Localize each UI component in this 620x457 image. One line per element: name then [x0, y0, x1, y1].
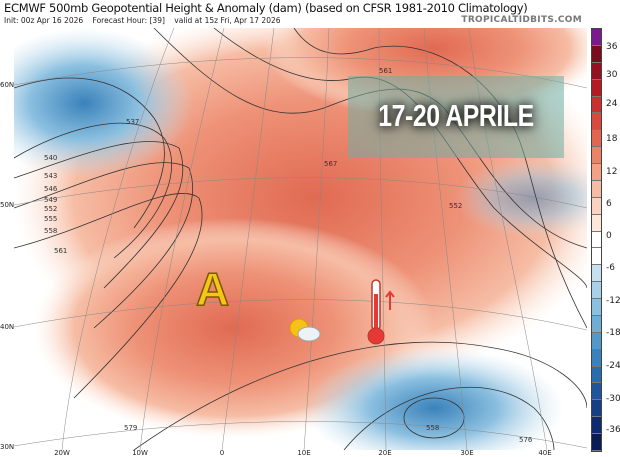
colorbar-segment — [592, 29, 601, 46]
colorbar-segment — [592, 315, 601, 333]
lat-label: 50N — [0, 201, 15, 209]
svg-text:549: 549 — [44, 196, 57, 204]
colorbar-segment — [592, 248, 601, 266]
colorbar-segment — [592, 231, 601, 249]
colorbar-segment — [592, 417, 601, 434]
lon-label: 10E — [297, 449, 311, 457]
lon-label: 20E — [378, 449, 392, 457]
colorbar-segment — [592, 62, 601, 80]
svg-text:561: 561 — [54, 247, 67, 255]
high-pressure-label: A — [195, 262, 230, 316]
svg-text:555: 555 — [44, 215, 57, 223]
svg-text:540: 540 — [44, 154, 57, 162]
colorbar-segment — [592, 214, 601, 232]
svg-text:561: 561 — [379, 67, 392, 75]
colorbar-segment — [592, 265, 601, 283]
svg-text:579: 579 — [124, 424, 137, 432]
lat-label: 40N — [0, 323, 15, 331]
svg-text:552: 552 — [449, 202, 462, 210]
colorbar-segment — [592, 164, 601, 181]
colorbar-segment — [592, 96, 601, 114]
lat-label: 30N — [0, 443, 15, 451]
map-subtitle: Init: 00z Apr 16 2026 Forecast Hour: [39… — [4, 16, 288, 25]
banner-text: 17-20 APRILE — [378, 98, 534, 133]
colorbar-segment — [592, 400, 601, 418]
svg-text:552: 552 — [44, 205, 57, 213]
lon-label: 30E — [460, 449, 474, 457]
init-time: Init: 00z Apr 16 2026 — [4, 16, 84, 25]
svg-text:546: 546 — [44, 185, 58, 193]
colorbar-segment — [592, 332, 601, 350]
svg-text:567: 567 — [324, 160, 337, 168]
forecast-hour: Forecast Hour: [39] — [92, 16, 165, 25]
lon-label: 0 — [219, 449, 225, 457]
colorbar-segment — [592, 434, 601, 451]
thermometer-hot-icon — [367, 279, 395, 345]
colorbar-segment — [592, 383, 601, 401]
colorbar-segment — [592, 45, 601, 63]
colorbar-segment — [592, 113, 601, 131]
colorbar-segment — [592, 366, 601, 384]
svg-text:558: 558 — [44, 227, 57, 235]
cold-anomaly — [454, 158, 587, 238]
map-title: ECMWF 500mb Geopotential Height & Anomal… — [4, 1, 528, 15]
colorbar-segment — [592, 130, 601, 148]
svg-text:543: 543 — [44, 172, 57, 180]
lat-label: 60N — [0, 81, 15, 89]
svg-text:558: 558 — [426, 424, 439, 432]
date-banner: 17-20 APRILE — [348, 76, 564, 158]
svg-text:576: 576 — [519, 436, 533, 444]
valid-time: valid at 15z Fri, Apr 17 2026 — [174, 16, 281, 25]
brand-watermark: TROPICALTIDBITS.COM — [461, 15, 582, 25]
height-contours — [14, 28, 587, 450]
contour-labels: 537 540 543 546 549 552 555 558 561 567 … — [44, 67, 533, 444]
lon-label: 10W — [132, 449, 148, 457]
lon-label: 20W — [54, 449, 70, 457]
colorbar-segment — [592, 349, 601, 367]
sun-behind-cloud-icon — [289, 318, 321, 342]
colorbar-segment — [592, 197, 601, 215]
colorbar-segment — [592, 79, 601, 97]
colorbar-segment — [592, 180, 601, 198]
lon-label: 40E — [538, 449, 552, 457]
colorbar-segment — [592, 299, 601, 316]
colorbar — [591, 28, 602, 452]
colorbar-segment — [592, 282, 601, 299]
svg-text:537: 537 — [126, 118, 139, 126]
colorbar-segment — [592, 147, 601, 164]
